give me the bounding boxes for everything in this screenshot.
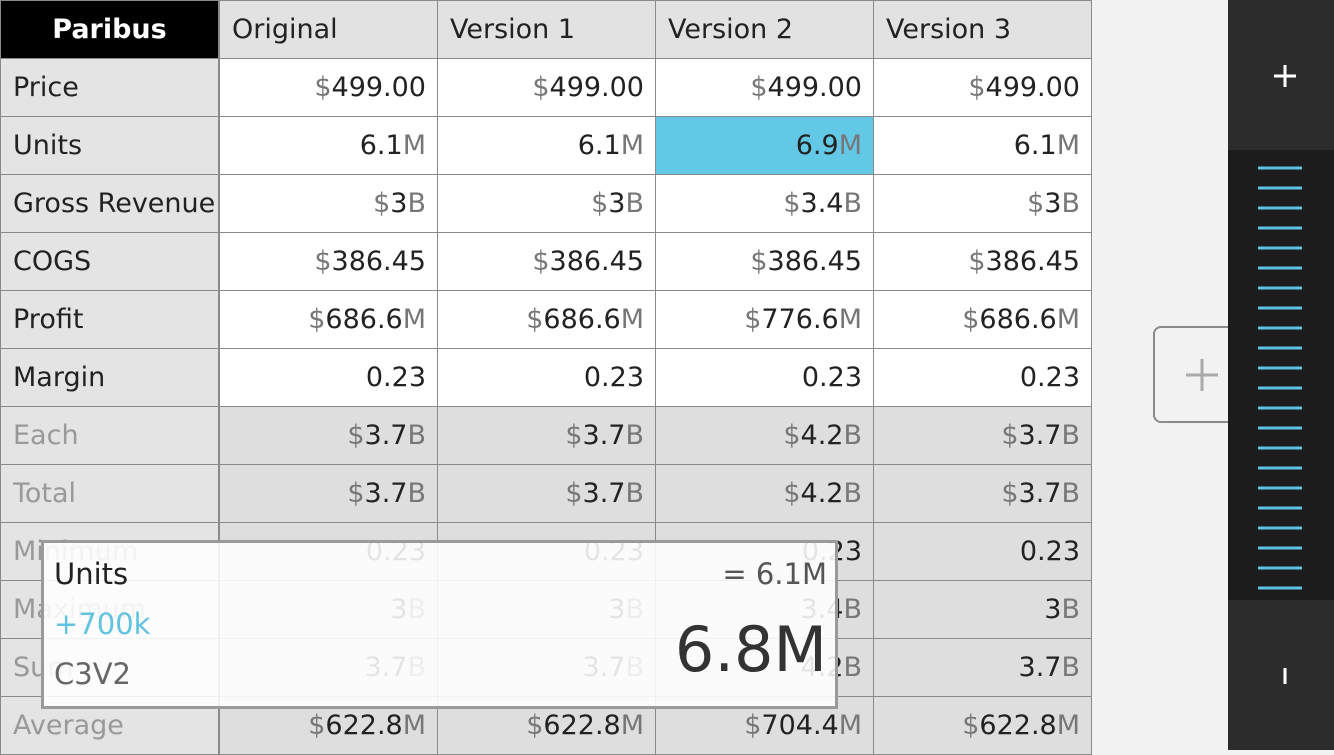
cell[interactable]: 6.1 M [219, 116, 438, 175]
popup-name: Units [54, 557, 129, 591]
add-button[interactable] [1228, 0, 1334, 150]
cell[interactable]: $499.00 [437, 58, 656, 117]
cell[interactable]: 0.23 [873, 522, 1092, 581]
bottom-bar [1228, 600, 1334, 750]
cell[interactable]: $499.00 [219, 58, 438, 117]
row-label[interactable]: Price [0, 58, 219, 117]
cell[interactable]: $386.45 [873, 232, 1092, 291]
popup-delta: +700k [54, 607, 151, 641]
cell[interactable]: $3.7 B [219, 464, 438, 523]
cell[interactable]: 6.1 M [437, 116, 656, 175]
cell[interactable]: $3.7 B [873, 464, 1092, 523]
row-label[interactable]: Each [0, 406, 219, 465]
row-label[interactable]: Profit [0, 290, 219, 349]
cell[interactable]: $686.6 M [219, 290, 438, 349]
row-label[interactable]: Gross Revenue [0, 174, 219, 233]
row-label[interactable]: Margin [0, 348, 219, 407]
cell[interactable]: 6.9 M [655, 116, 874, 175]
cell[interactable]: $686.6 M [437, 290, 656, 349]
column-header[interactable]: Version 3 [873, 0, 1092, 59]
cell[interactable]: $622.8 M [873, 696, 1092, 755]
corner[interactable]: Paribus [0, 0, 219, 59]
row-label[interactable]: Total [0, 464, 219, 523]
row-label[interactable]: Units [0, 116, 219, 175]
cell[interactable]: $686.6 M [873, 290, 1092, 349]
cell[interactable]: 0.23 [437, 348, 656, 407]
popup-cell: C3V2 [54, 657, 131, 691]
cell[interactable]: 6.1 M [873, 116, 1092, 175]
cell[interactable]: $3 B [219, 174, 438, 233]
cell-popup: Units = 6.1M +700k 6.8M C3V2 [41, 540, 838, 709]
popup-value: 6.8M [674, 613, 827, 686]
cell[interactable]: $3 B [437, 174, 656, 233]
cell[interactable]: $3.7 B [219, 406, 438, 465]
row-label[interactable]: COGS [0, 232, 219, 291]
cell[interactable]: $3 B [873, 174, 1092, 233]
cell[interactable]: $3.7 B [437, 406, 656, 465]
cell[interactable]: $4.2 B [655, 464, 874, 523]
cell[interactable]: 0.23 [655, 348, 874, 407]
cell[interactable]: $776.6 M [655, 290, 874, 349]
add-column-button[interactable] [1153, 326, 1245, 423]
popup-original: = 6.1M [722, 557, 827, 591]
cell[interactable]: $3.7 B [437, 464, 656, 523]
cell[interactable]: 0.23 [219, 348, 438, 407]
column-header[interactable]: Version 1 [437, 0, 656, 59]
cell[interactable]: $386.45 [655, 232, 874, 291]
column-header[interactable]: Original [219, 0, 438, 59]
cell[interactable]: $499.00 [655, 58, 874, 117]
cell[interactable]: $499.00 [873, 58, 1092, 117]
cell[interactable]: 0.23 [873, 348, 1092, 407]
cell[interactable]: $3.4 B [655, 174, 874, 233]
ruler[interactable] [1228, 150, 1334, 600]
column-header[interactable]: Version 2 [655, 0, 874, 59]
cell[interactable]: $3.7 B [873, 406, 1092, 465]
cell[interactable]: $386.45 [437, 232, 656, 291]
cell[interactable]: $4.2 B [655, 406, 874, 465]
cell[interactable]: $386.45 [219, 232, 438, 291]
